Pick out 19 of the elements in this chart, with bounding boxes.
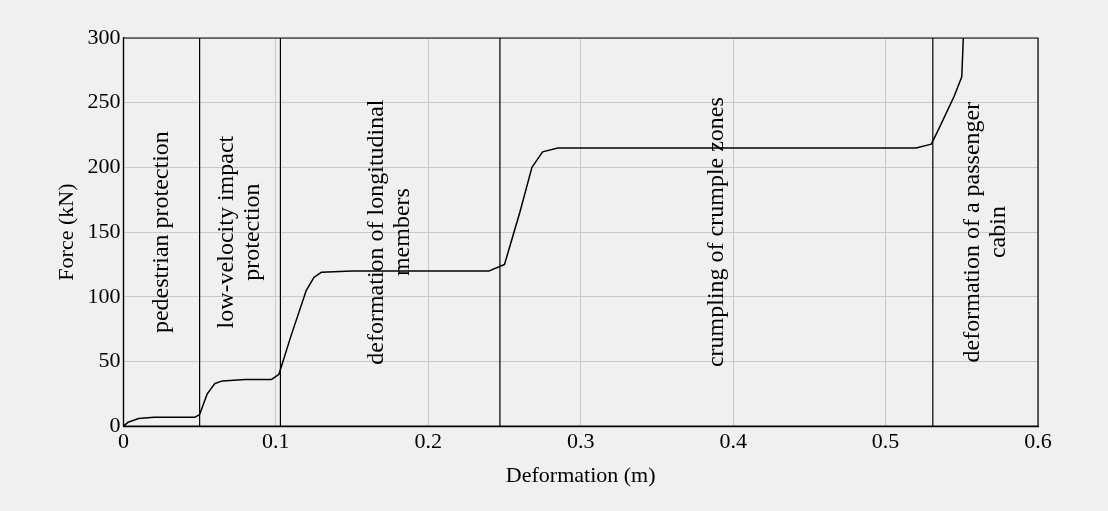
y-tick-label: 250 bbox=[87, 88, 121, 114]
x-tick-label: 0.2 bbox=[414, 428, 443, 454]
annotation: deformation of longitudinal members bbox=[362, 99, 415, 365]
x-tick-label: 0.6 bbox=[1024, 428, 1052, 454]
x-axis-title: Deformation (m) bbox=[505, 461, 656, 487]
y-tick-label: 300 bbox=[87, 23, 121, 49]
x-tick-label: 0.3 bbox=[566, 428, 595, 454]
x-tick-label: 0.5 bbox=[871, 428, 900, 454]
annotation: deformation of a passenger cabin bbox=[957, 101, 1010, 363]
annotation: crumpling of crumple zones bbox=[701, 97, 728, 368]
y-tick-label: 200 bbox=[87, 153, 121, 179]
annotation: low-velocity impact protection bbox=[212, 135, 265, 329]
y-tick-label: 50 bbox=[98, 347, 121, 373]
x-tick-label: 0.4 bbox=[719, 428, 747, 454]
y-tick-label: 150 bbox=[87, 217, 121, 243]
annotation: pedestrian protection bbox=[146, 131, 173, 334]
y-tick-label: 100 bbox=[87, 282, 121, 308]
x-tick-label: 0.1 bbox=[262, 428, 290, 454]
y-axis-title: Force (kN) bbox=[52, 183, 78, 281]
